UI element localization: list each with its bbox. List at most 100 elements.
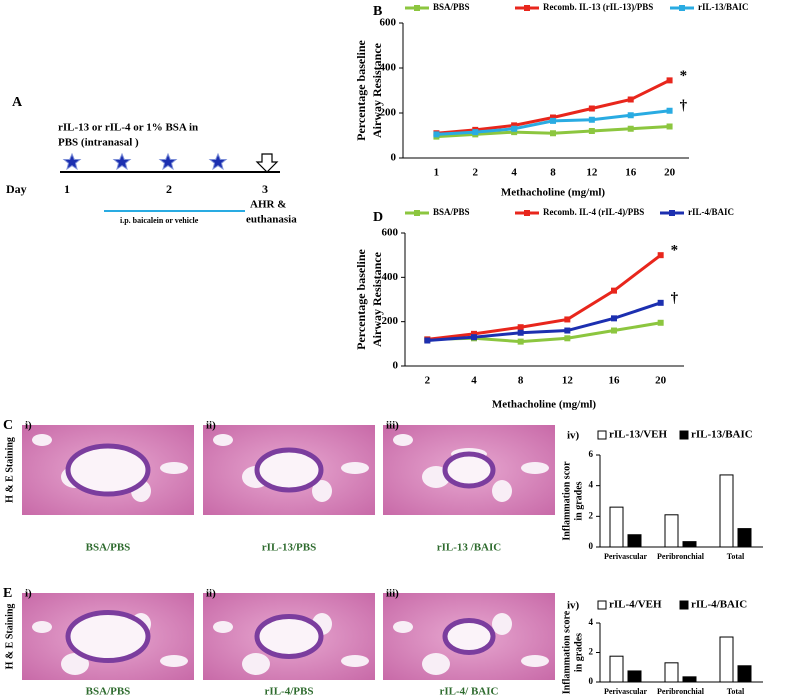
point	[424, 337, 431, 344]
panel-label: C	[3, 418, 13, 433]
caption: rIL-4/ BAIC	[440, 686, 499, 698]
y-axis-label: Inflammation score	[561, 610, 572, 694]
x-tick-label: 16	[625, 167, 637, 179]
y-tick-label: 400	[380, 62, 397, 74]
image-label: i)	[25, 588, 32, 600]
x-tick-label: Perivascular	[604, 687, 648, 696]
lumen	[492, 613, 512, 635]
y-tick-label: 2	[589, 647, 594, 657]
point	[511, 122, 518, 129]
treatment-text: PBS (intranasal )	[58, 137, 139, 149]
bar	[719, 636, 734, 683]
x-tick-label: Peribronchial	[657, 552, 705, 561]
bar	[664, 514, 679, 548]
x-tick-label: 12	[586, 167, 598, 179]
point	[588, 128, 595, 134]
bar	[682, 541, 697, 548]
point	[472, 129, 479, 136]
y-tick-label: 2	[589, 510, 594, 520]
y-tick-label: 0	[391, 152, 397, 164]
annotation: *	[680, 68, 688, 84]
legend-marker	[414, 210, 420, 216]
x-axis-label: Methacholine (mg/ml)	[492, 399, 597, 411]
endpoint: AHR &	[250, 199, 286, 211]
histology: C H & E Staining i) BSA/PBS ii) rIL-13/PBS iii…	[3, 418, 555, 698]
legend-marker	[414, 5, 420, 11]
side-label: H & E Staining	[4, 604, 15, 670]
legend-label: BSA/PBS	[433, 207, 470, 217]
y-tick-label: 400	[382, 271, 399, 283]
endpoint: euthanasia	[246, 214, 297, 226]
legend-label: rIL-4/VEH	[609, 599, 662, 611]
point	[666, 123, 673, 130]
point	[517, 324, 524, 331]
point	[550, 130, 556, 137]
bar	[664, 662, 679, 683]
legend-label: rIL-13/VEH	[609, 429, 668, 441]
airway	[65, 610, 151, 663]
airway	[65, 443, 151, 497]
image-label: ii)	[206, 588, 216, 600]
x-tick-label: 1	[434, 167, 440, 179]
bar	[719, 474, 734, 548]
x-tick-label: 8	[518, 375, 524, 387]
lumen	[341, 462, 369, 474]
y-axis-label: Percentage baseline	[354, 248, 368, 349]
point	[550, 117, 556, 124]
point	[564, 316, 571, 323]
image-label: ii)	[206, 420, 216, 432]
x-tick-label: 4	[511, 167, 517, 179]
y-axis-label: Percentage baseline	[354, 39, 368, 140]
side-label: H & E Staining	[4, 437, 15, 503]
airway	[254, 614, 324, 659]
legend-label: rIL-13/BAIC	[698, 2, 749, 12]
point	[657, 252, 664, 259]
bar	[609, 506, 624, 548]
y-tick-label: 600	[382, 227, 399, 239]
y-tick-label: 0	[393, 360, 399, 372]
point	[611, 287, 617, 294]
bar	[627, 670, 642, 683]
point	[471, 330, 477, 337]
legend-swatch	[597, 430, 607, 440]
point	[611, 315, 617, 322]
day: 1	[64, 182, 70, 196]
x-axis-label: Methacholine (mg/ml)	[501, 187, 606, 199]
lumen	[521, 462, 549, 474]
star	[209, 153, 227, 170]
annotation: *	[671, 243, 679, 259]
annotation: †	[680, 98, 688, 114]
y-axis-label: in grades	[573, 633, 584, 672]
lumen	[213, 621, 233, 633]
x-tick-label: 8	[550, 167, 556, 179]
y-tick-label: 4	[589, 480, 594, 490]
star	[63, 153, 81, 170]
lumen	[242, 653, 270, 675]
y-tick-label: 4	[589, 617, 594, 627]
y-axis-label: Inflammation scor	[561, 461, 572, 541]
point	[564, 335, 571, 342]
bar	[627, 534, 642, 548]
image-label: iii)	[386, 588, 399, 600]
y-tick-label: 0	[589, 541, 594, 551]
lumen	[312, 480, 332, 502]
lumen	[521, 655, 549, 667]
arrow	[255, 153, 279, 173]
point	[627, 96, 634, 103]
y-tick-label: 200	[380, 107, 397, 119]
y-axis-label: in grades	[573, 481, 584, 520]
y-tick-label: 200	[382, 315, 399, 327]
x-tick-label: 4	[471, 375, 477, 387]
y-tick-label: 6	[589, 449, 594, 459]
lumen	[393, 621, 413, 633]
x-tick-label: 12	[562, 375, 574, 387]
legend-marker	[524, 210, 530, 216]
day-label: Day	[6, 182, 27, 196]
legend-marker	[679, 5, 685, 11]
panel-label: B	[373, 4, 382, 19]
lumen	[422, 653, 450, 675]
y-axis-label: Airway Resistance	[370, 251, 384, 347]
caption: rIL-13 /BAIC	[437, 542, 502, 554]
point	[517, 329, 524, 336]
point	[588, 116, 595, 123]
